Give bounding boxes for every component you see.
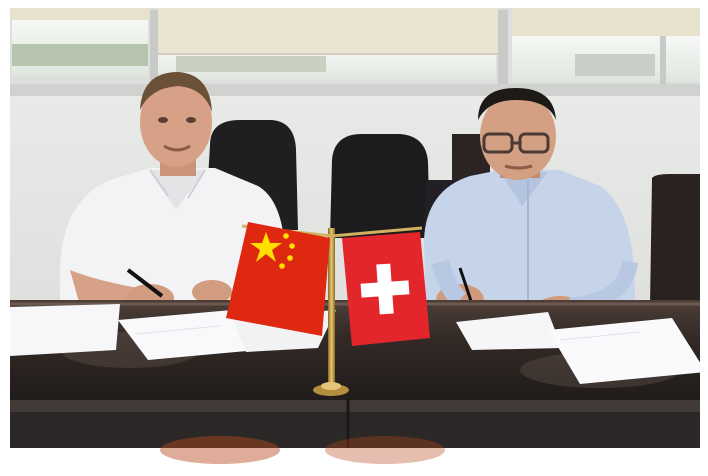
documents-on-table: [10, 304, 706, 384]
switzerland-flag: [342, 232, 430, 346]
china-flag: [226, 222, 330, 336]
window-blinds: [10, 8, 700, 96]
man-left-white-shirt: [60, 72, 288, 312]
man-right-blue-shirt: [424, 88, 638, 324]
